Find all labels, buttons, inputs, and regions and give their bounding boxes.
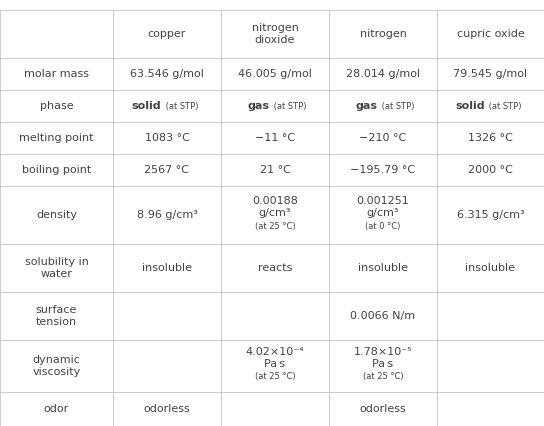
Text: solubility in
water: solubility in water — [24, 257, 89, 279]
Text: odor: odor — [44, 404, 69, 414]
Text: (at STP): (at STP) — [379, 101, 415, 110]
Text: 8.96 g/cm³: 8.96 g/cm³ — [137, 210, 197, 220]
Text: (at 0 °C): (at 0 °C) — [366, 222, 401, 231]
Text: insoluble: insoluble — [466, 263, 516, 273]
Text: molar mass: molar mass — [24, 69, 89, 79]
Text: (at 25 °C): (at 25 °C) — [255, 372, 295, 382]
Text: 2000 °C: 2000 °C — [468, 165, 513, 175]
Text: 1083 °C: 1083 °C — [145, 133, 189, 143]
Text: melting point: melting point — [19, 133, 94, 143]
Text: reacts: reacts — [258, 263, 292, 273]
Text: −210 °C: −210 °C — [360, 133, 406, 143]
Text: −11 °C: −11 °C — [255, 133, 295, 143]
Text: odorless: odorless — [144, 404, 190, 414]
Text: solid: solid — [455, 101, 485, 111]
Text: 1326 °C: 1326 °C — [468, 133, 513, 143]
Text: gas: gas — [355, 101, 377, 111]
Text: gas: gas — [247, 101, 269, 111]
Text: density: density — [36, 210, 77, 220]
Text: (at STP): (at STP) — [271, 101, 306, 110]
Text: 2567 °C: 2567 °C — [145, 165, 189, 175]
Text: surface
tension: surface tension — [36, 305, 77, 327]
Text: insoluble: insoluble — [142, 263, 192, 273]
Text: 79.545 g/mol: 79.545 g/mol — [454, 69, 528, 79]
Text: odorless: odorless — [360, 404, 406, 414]
Text: (at 25 °C): (at 25 °C) — [363, 372, 403, 382]
Text: insoluble: insoluble — [358, 263, 408, 273]
Text: (at STP): (at STP) — [486, 101, 522, 110]
Text: 6.315 g/cm³: 6.315 g/cm³ — [456, 210, 524, 220]
Text: 1.78×10⁻⁵
Pa s: 1.78×10⁻⁵ Pa s — [354, 347, 412, 369]
Text: 4.02×10⁻⁴
Pa s: 4.02×10⁻⁴ Pa s — [246, 347, 304, 369]
Text: 21 °C: 21 °C — [259, 165, 290, 175]
Text: nitrogen
dioxide: nitrogen dioxide — [251, 23, 299, 45]
Text: (at STP): (at STP) — [163, 101, 199, 110]
Text: dynamic
viscosity: dynamic viscosity — [33, 355, 81, 377]
Text: 28.014 g/mol: 28.014 g/mol — [346, 69, 420, 79]
Text: 0.0066 N/m: 0.0066 N/m — [350, 311, 416, 321]
Text: 0.00188
g/cm³: 0.00188 g/cm³ — [252, 196, 298, 218]
Text: phase: phase — [40, 101, 73, 111]
Text: cupric oxide: cupric oxide — [456, 29, 524, 39]
Text: nitrogen: nitrogen — [360, 29, 406, 39]
Text: −195.79 °C: −195.79 °C — [350, 165, 416, 175]
Text: solid: solid — [131, 101, 161, 111]
Text: 46.005 g/mol: 46.005 g/mol — [238, 69, 312, 79]
Text: boiling point: boiling point — [22, 165, 91, 175]
Text: (at 25 °C): (at 25 °C) — [255, 222, 295, 231]
Text: copper: copper — [148, 29, 186, 39]
Text: 0.001251
g/cm³: 0.001251 g/cm³ — [357, 196, 410, 218]
Text: 63.546 g/mol: 63.546 g/mol — [130, 69, 204, 79]
